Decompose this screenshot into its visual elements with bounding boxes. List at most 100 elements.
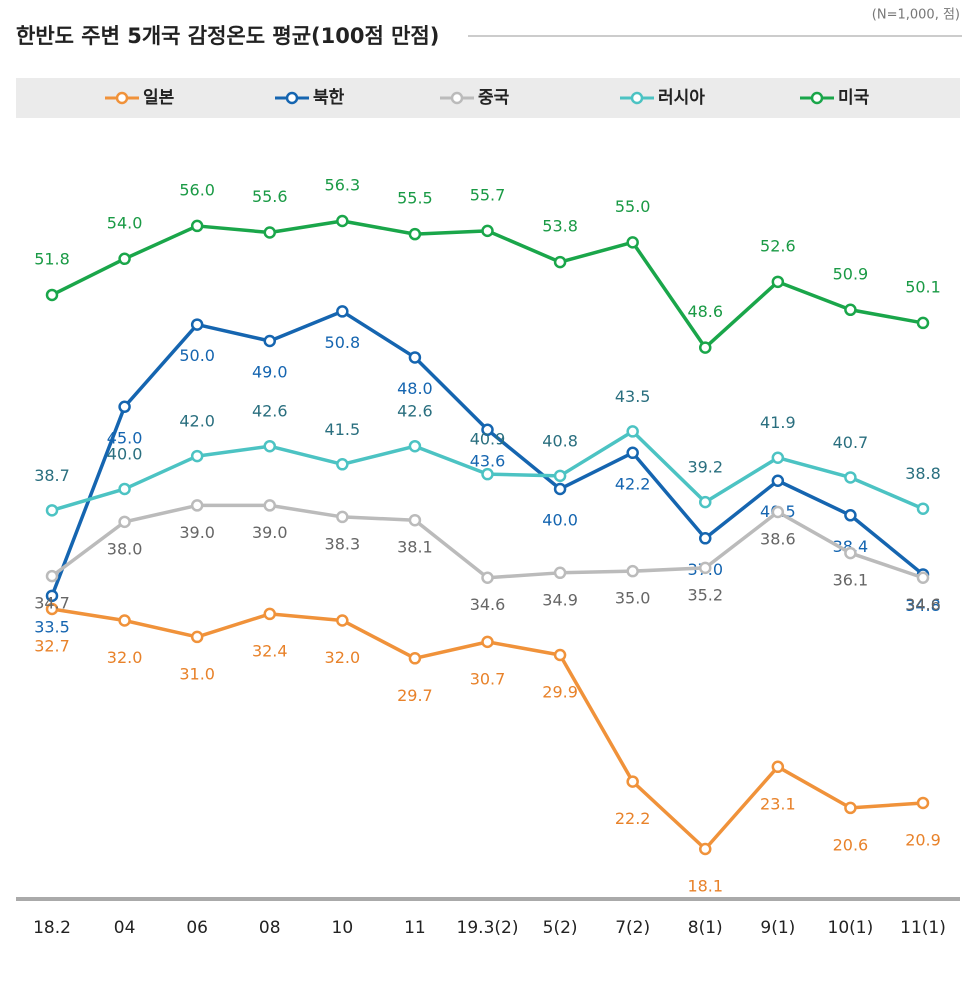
point (844, 471, 857, 484)
point (481, 467, 494, 481)
data-label: 50.0 (179, 346, 215, 365)
point (190, 499, 204, 512)
point (626, 775, 639, 788)
data-label: 35.0 (615, 589, 651, 608)
data-label: 43.6 (470, 451, 506, 470)
data-label: 18.1 (687, 877, 723, 896)
data-label: 34.8 (905, 596, 941, 615)
legend-marker (450, 91, 464, 105)
point (699, 495, 712, 509)
point (553, 566, 567, 580)
point (844, 303, 857, 317)
data-label: 20.9 (905, 830, 941, 849)
point (408, 351, 422, 364)
data-label: 56.0 (179, 180, 215, 199)
data-label: 38.1 (397, 538, 433, 557)
data-label: 34.6 (470, 595, 506, 614)
legend-label: 중국 (478, 88, 510, 108)
legend-marker (630, 91, 644, 105)
point (45, 288, 59, 302)
data-label: 55.0 (615, 197, 651, 216)
point (844, 801, 857, 815)
point (408, 227, 422, 241)
legend-label: 북한 (313, 88, 345, 108)
point (626, 425, 639, 438)
point (118, 515, 131, 529)
data-label: 32.0 (325, 648, 361, 667)
point (844, 546, 857, 560)
point (699, 532, 712, 545)
point (916, 571, 930, 584)
point (699, 341, 712, 354)
point (626, 564, 639, 578)
data-label: 50.1 (905, 277, 941, 296)
data-label: 41.5 (325, 420, 361, 439)
point (45, 569, 59, 583)
data-label: 20.6 (833, 835, 869, 854)
point (699, 561, 712, 575)
legend-marker (810, 91, 824, 105)
data-label: 38.7 (34, 466, 70, 485)
data-label: 38.4 (833, 537, 869, 556)
data-label: 50.9 (833, 264, 869, 283)
data-label: 55.6 (252, 187, 288, 206)
point (553, 255, 567, 269)
data-label: 42.6 (252, 402, 288, 421)
point (190, 630, 204, 644)
point (481, 571, 494, 584)
data-label: 30.7 (470, 669, 506, 688)
point (336, 614, 349, 627)
point (190, 449, 204, 463)
point (626, 446, 639, 460)
data-label: 42.0 (179, 412, 215, 431)
data-label: 38.3 (325, 534, 361, 553)
point (408, 513, 422, 527)
point (916, 316, 930, 330)
data-label: 23.1 (760, 794, 796, 813)
x-tick-label: 11(1) (900, 918, 946, 938)
point (771, 275, 785, 289)
legend-label: 미국 (838, 88, 870, 108)
point (699, 842, 712, 856)
point (45, 589, 59, 603)
data-label: 55.7 (470, 185, 506, 204)
data-label: 32.4 (252, 641, 288, 660)
x-tick-label: 19.3(2) (457, 918, 519, 938)
x-tick-label: 04 (114, 918, 136, 938)
point (481, 224, 494, 238)
chart-title: 한반도 주변 5개국 감정온도 평균(100점 만점) (16, 24, 439, 48)
point (118, 252, 131, 266)
data-label: 32.0 (107, 648, 143, 667)
point (118, 614, 131, 627)
point (118, 482, 131, 496)
data-label: 51.8 (34, 249, 70, 268)
data-label: 40.0 (542, 510, 578, 529)
point (626, 236, 639, 249)
data-label: 41.9 (760, 413, 796, 432)
data-label: 54.0 (107, 213, 143, 232)
x-tick-label: 11 (404, 918, 426, 938)
point (408, 652, 422, 665)
data-label: 38.8 (905, 464, 941, 483)
data-label: 38.0 (107, 539, 143, 558)
legend-marker (115, 91, 129, 105)
point (263, 226, 276, 239)
x-tick-label: 7(2) (615, 918, 650, 938)
data-label: 34.6 (905, 595, 941, 614)
point (771, 760, 785, 774)
x-tick-label: 8(1) (688, 918, 723, 938)
legend-marker (285, 91, 299, 105)
data-label: 22.2 (615, 809, 651, 828)
data-label: 33.5 (34, 617, 70, 636)
x-tick-label: 10(1) (828, 918, 874, 938)
point (263, 334, 276, 348)
data-label: 48.0 (397, 379, 433, 398)
data-label: 34.9 (542, 590, 578, 609)
point (771, 451, 785, 464)
data-label: 39.0 (179, 523, 215, 542)
x-tick-label: 10 (332, 918, 354, 938)
data-label: 39.0 (252, 523, 288, 542)
legend-label: 러시아 (658, 88, 705, 108)
data-label: 40.8 (542, 431, 578, 450)
point (553, 469, 567, 483)
